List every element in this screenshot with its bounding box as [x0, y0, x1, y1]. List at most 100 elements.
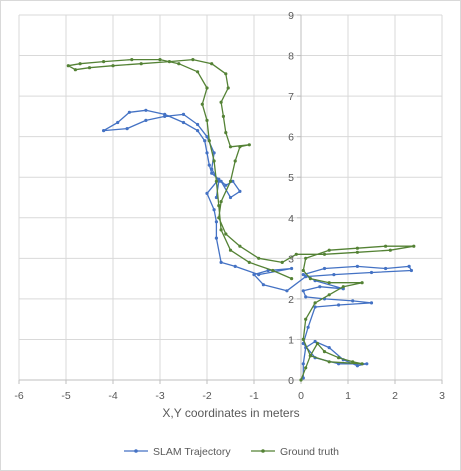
data-point-slam — [116, 120, 120, 125]
data-point-ground-truth — [200, 102, 204, 106]
data-point-ground-truth — [308, 277, 312, 281]
data-point-ground-truth — [301, 337, 305, 341]
legend-item-ground-truth: Ground truth — [251, 446, 339, 458]
data-point-slam — [205, 151, 209, 155]
data-point-ground-truth — [322, 252, 327, 256]
data-point-slam — [207, 163, 211, 167]
data-point-ground-truth — [247, 143, 251, 147]
data-point-ground-truth — [87, 66, 92, 70]
data-point-slam — [210, 167, 214, 171]
data-point-ground-truth — [304, 256, 308, 260]
data-point-ground-truth — [158, 58, 162, 62]
data-point-slam — [304, 295, 308, 299]
data-point-ground-truth — [290, 277, 294, 281]
x-tick-label: 0 — [298, 390, 304, 402]
legend-label-ground-truth: Ground truth — [280, 446, 339, 458]
data-point-ground-truth — [73, 68, 77, 72]
data-point-ground-truth — [221, 114, 225, 118]
data-point-slam — [163, 114, 167, 118]
data-point-slam — [233, 264, 237, 268]
data-point-ground-truth — [78, 62, 82, 66]
data-point-slam — [306, 325, 310, 329]
data-point-ground-truth — [294, 252, 298, 256]
data-point-slam — [285, 289, 289, 293]
data-point-slam — [224, 183, 228, 187]
tick-labels: -6 -5 -4 -3 -2 -1 0 1 2 3 0 1 2 3 4 5 6 7 8 9 — [14, 10, 445, 402]
data-point-slam — [301, 273, 305, 277]
data-point-ground-truth — [351, 360, 355, 364]
data-point-ground-truth — [224, 232, 228, 236]
data-point-ground-truth — [219, 228, 223, 232]
data-point-slam — [322, 266, 327, 271]
data-point-slam — [210, 171, 214, 175]
legend-marker-ground-truth — [261, 449, 265, 453]
data-point-ground-truth — [327, 360, 331, 364]
data-point-slam — [102, 129, 106, 133]
gridlines — [18, 14, 443, 380]
data-point-ground-truth — [304, 366, 308, 370]
data-point-slam — [214, 220, 218, 224]
data-point-slam — [231, 179, 235, 183]
x-tick-label: 2 — [392, 390, 398, 402]
x-tick-label: -6 — [14, 390, 23, 402]
series-ground-truth — [66, 58, 416, 382]
legend: SLAM Trajectory Ground truth — [124, 446, 339, 458]
data-point-ground-truth — [102, 60, 106, 64]
data-point-slam — [355, 364, 359, 368]
data-point-slam — [212, 151, 216, 155]
data-point-slam — [125, 127, 129, 131]
x-tick-label: -4 — [108, 390, 117, 402]
data-point-ground-truth — [360, 281, 364, 285]
data-point-slam — [196, 122, 200, 127]
data-point-ground-truth — [212, 159, 216, 163]
legend-marker-slam — [134, 449, 138, 453]
data-point-slam — [181, 112, 186, 116]
x-tick-label: -3 — [155, 390, 164, 402]
data-point-slam — [214, 236, 218, 240]
data-point-slam — [144, 108, 148, 112]
data-point-slam — [144, 118, 148, 122]
data-point-ground-truth — [233, 159, 237, 163]
data-point-ground-truth — [228, 179, 233, 183]
data-point-ground-truth — [341, 285, 345, 289]
data-point-ground-truth — [412, 244, 416, 248]
series-slam — [102, 108, 413, 380]
data-point-ground-truth — [322, 350, 327, 354]
data-point-ground-truth — [205, 86, 209, 90]
data-point-ground-truth — [205, 118, 209, 122]
data-point-ground-truth — [313, 301, 317, 305]
y-tick-label: 5 — [288, 172, 294, 184]
data-point-slam — [369, 301, 374, 305]
data-point-ground-truth — [66, 64, 70, 68]
data-point-ground-truth — [217, 216, 221, 220]
data-point-ground-truth — [130, 58, 134, 62]
data-point-slam — [407, 264, 411, 268]
data-point-slam — [196, 129, 200, 133]
data-point-slam — [384, 266, 388, 271]
data-point-ground-truth — [360, 362, 364, 366]
series-line-slam — [102, 109, 413, 378]
data-point-slam — [327, 346, 331, 350]
data-point-slam — [313, 305, 317, 309]
data-point-slam — [409, 268, 413, 273]
data-point-ground-truth — [228, 248, 233, 252]
data-point-slam — [252, 273, 256, 277]
data-point-ground-truth — [167, 60, 171, 64]
y-tick-label: 8 — [288, 51, 294, 63]
data-point-ground-truth — [327, 293, 331, 297]
data-point-ground-truth — [139, 62, 143, 66]
x-tick-label: -2 — [202, 390, 211, 402]
data-point-slam — [290, 266, 294, 271]
x-tick-label: 3 — [439, 390, 445, 402]
data-point-ground-truth — [280, 260, 284, 264]
data-point-ground-truth — [219, 200, 223, 204]
data-point-ground-truth — [304, 317, 308, 321]
data-point-ground-truth — [247, 260, 251, 264]
data-point-slam — [181, 120, 186, 125]
data-point-ground-truth — [388, 248, 392, 252]
series-line-ground-truth — [67, 58, 415, 381]
y-tick-label: 7 — [288, 91, 294, 103]
y-tick-label: 3 — [288, 253, 294, 265]
data-point-slam — [351, 299, 355, 303]
data-point-ground-truth — [301, 268, 305, 273]
